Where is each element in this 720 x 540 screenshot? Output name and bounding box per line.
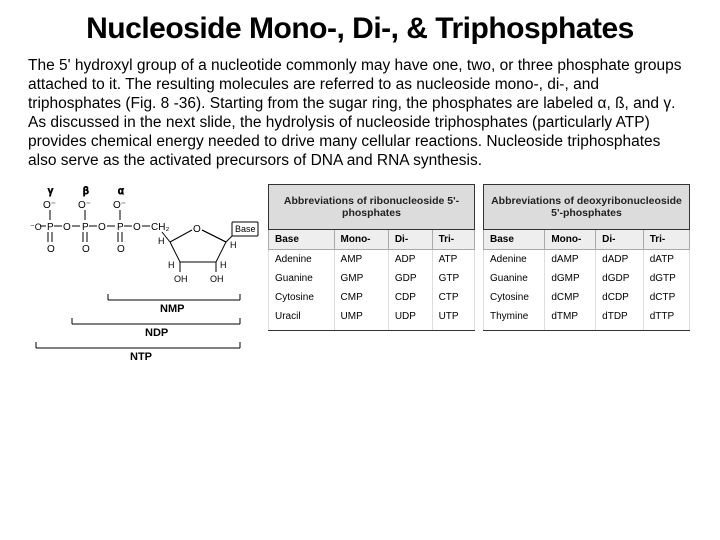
svg-text:P: P — [82, 222, 89, 233]
svg-text:OH: OH — [174, 274, 188, 284]
ntp-label: NTP — [130, 351, 152, 363]
svg-text:P: P — [47, 222, 54, 233]
figure-row: γ β α O⁻ O⁻ O⁻ ⁻O P O — [28, 184, 692, 364]
svg-text:H: H — [168, 260, 175, 270]
body-paragraph: The 5' hydroxyl group of a nucleotide co… — [28, 56, 692, 170]
svg-text:O: O — [117, 244, 125, 255]
slide-title: Nucleoside Mono-, Di-, & Triphosphates — [28, 12, 692, 46]
table-row: AdeninedAMPdADPdATP — [484, 250, 690, 270]
svg-text:⁻O: ⁻O — [30, 222, 42, 232]
svg-text:H: H — [230, 240, 237, 250]
table-row: GuaninedGMPdGDPdGTP — [484, 269, 690, 288]
ribo-header: Abbreviations of ribonucleoside 5'-phosp… — [269, 185, 475, 230]
svg-text:O⁻: O⁻ — [113, 200, 126, 211]
svg-text:O: O — [63, 222, 71, 233]
deoxy-col-row: Base Mono- Di- Tri- — [484, 230, 690, 250]
deoxyribonucleoside-table: Abbreviations of deoxyribonucleoside 5'-… — [483, 184, 690, 331]
table-row: AdenineAMPADPATP — [269, 250, 475, 270]
nmp-label: NMP — [160, 303, 184, 315]
gamma-label: γ — [48, 186, 53, 197]
slide: Nucleoside Mono-, Di-, & Triphosphates T… — [0, 0, 720, 540]
svg-text:O: O — [193, 224, 201, 235]
svg-text:O: O — [82, 244, 90, 255]
ndp-label: NDP — [145, 327, 168, 339]
table-row: UracilUMPUDPUTP — [269, 307, 475, 331]
svg-text:H: H — [158, 236, 165, 246]
svg-text:O⁻: O⁻ — [78, 200, 91, 211]
alpha-label: α — [118, 186, 124, 197]
svg-text:O: O — [133, 222, 141, 233]
svg-text:O: O — [47, 244, 55, 255]
svg-text:P: P — [117, 222, 124, 233]
table-row: GuanineGMPGDPGTP — [269, 269, 475, 288]
table-row: CytosinedCMPdCDPdCTP — [484, 288, 690, 307]
svg-text:H: H — [220, 260, 227, 270]
svg-text:Base: Base — [235, 224, 256, 234]
deoxy-header: Abbreviations of deoxyribonucleoside 5'-… — [484, 185, 690, 230]
svg-text:O⁻: O⁻ — [43, 200, 56, 211]
svg-text:OH: OH — [210, 274, 224, 284]
ribonucleoside-table: Abbreviations of ribonucleoside 5'-phosp… — [268, 184, 475, 331]
ribo-col-row: Base Mono- Di- Tri- — [269, 230, 475, 250]
svg-text:O: O — [98, 222, 106, 233]
svg-text:CH₂: CH₂ — [151, 222, 169, 233]
chemical-structure: γ β α O⁻ O⁻ O⁻ ⁻O P O — [30, 184, 260, 364]
beta-label: β — [83, 186, 89, 197]
table-row: CytosineCMPCDPCTP — [269, 288, 475, 307]
table-row: ThyminedTMPdTDPdTTP — [484, 307, 690, 331]
